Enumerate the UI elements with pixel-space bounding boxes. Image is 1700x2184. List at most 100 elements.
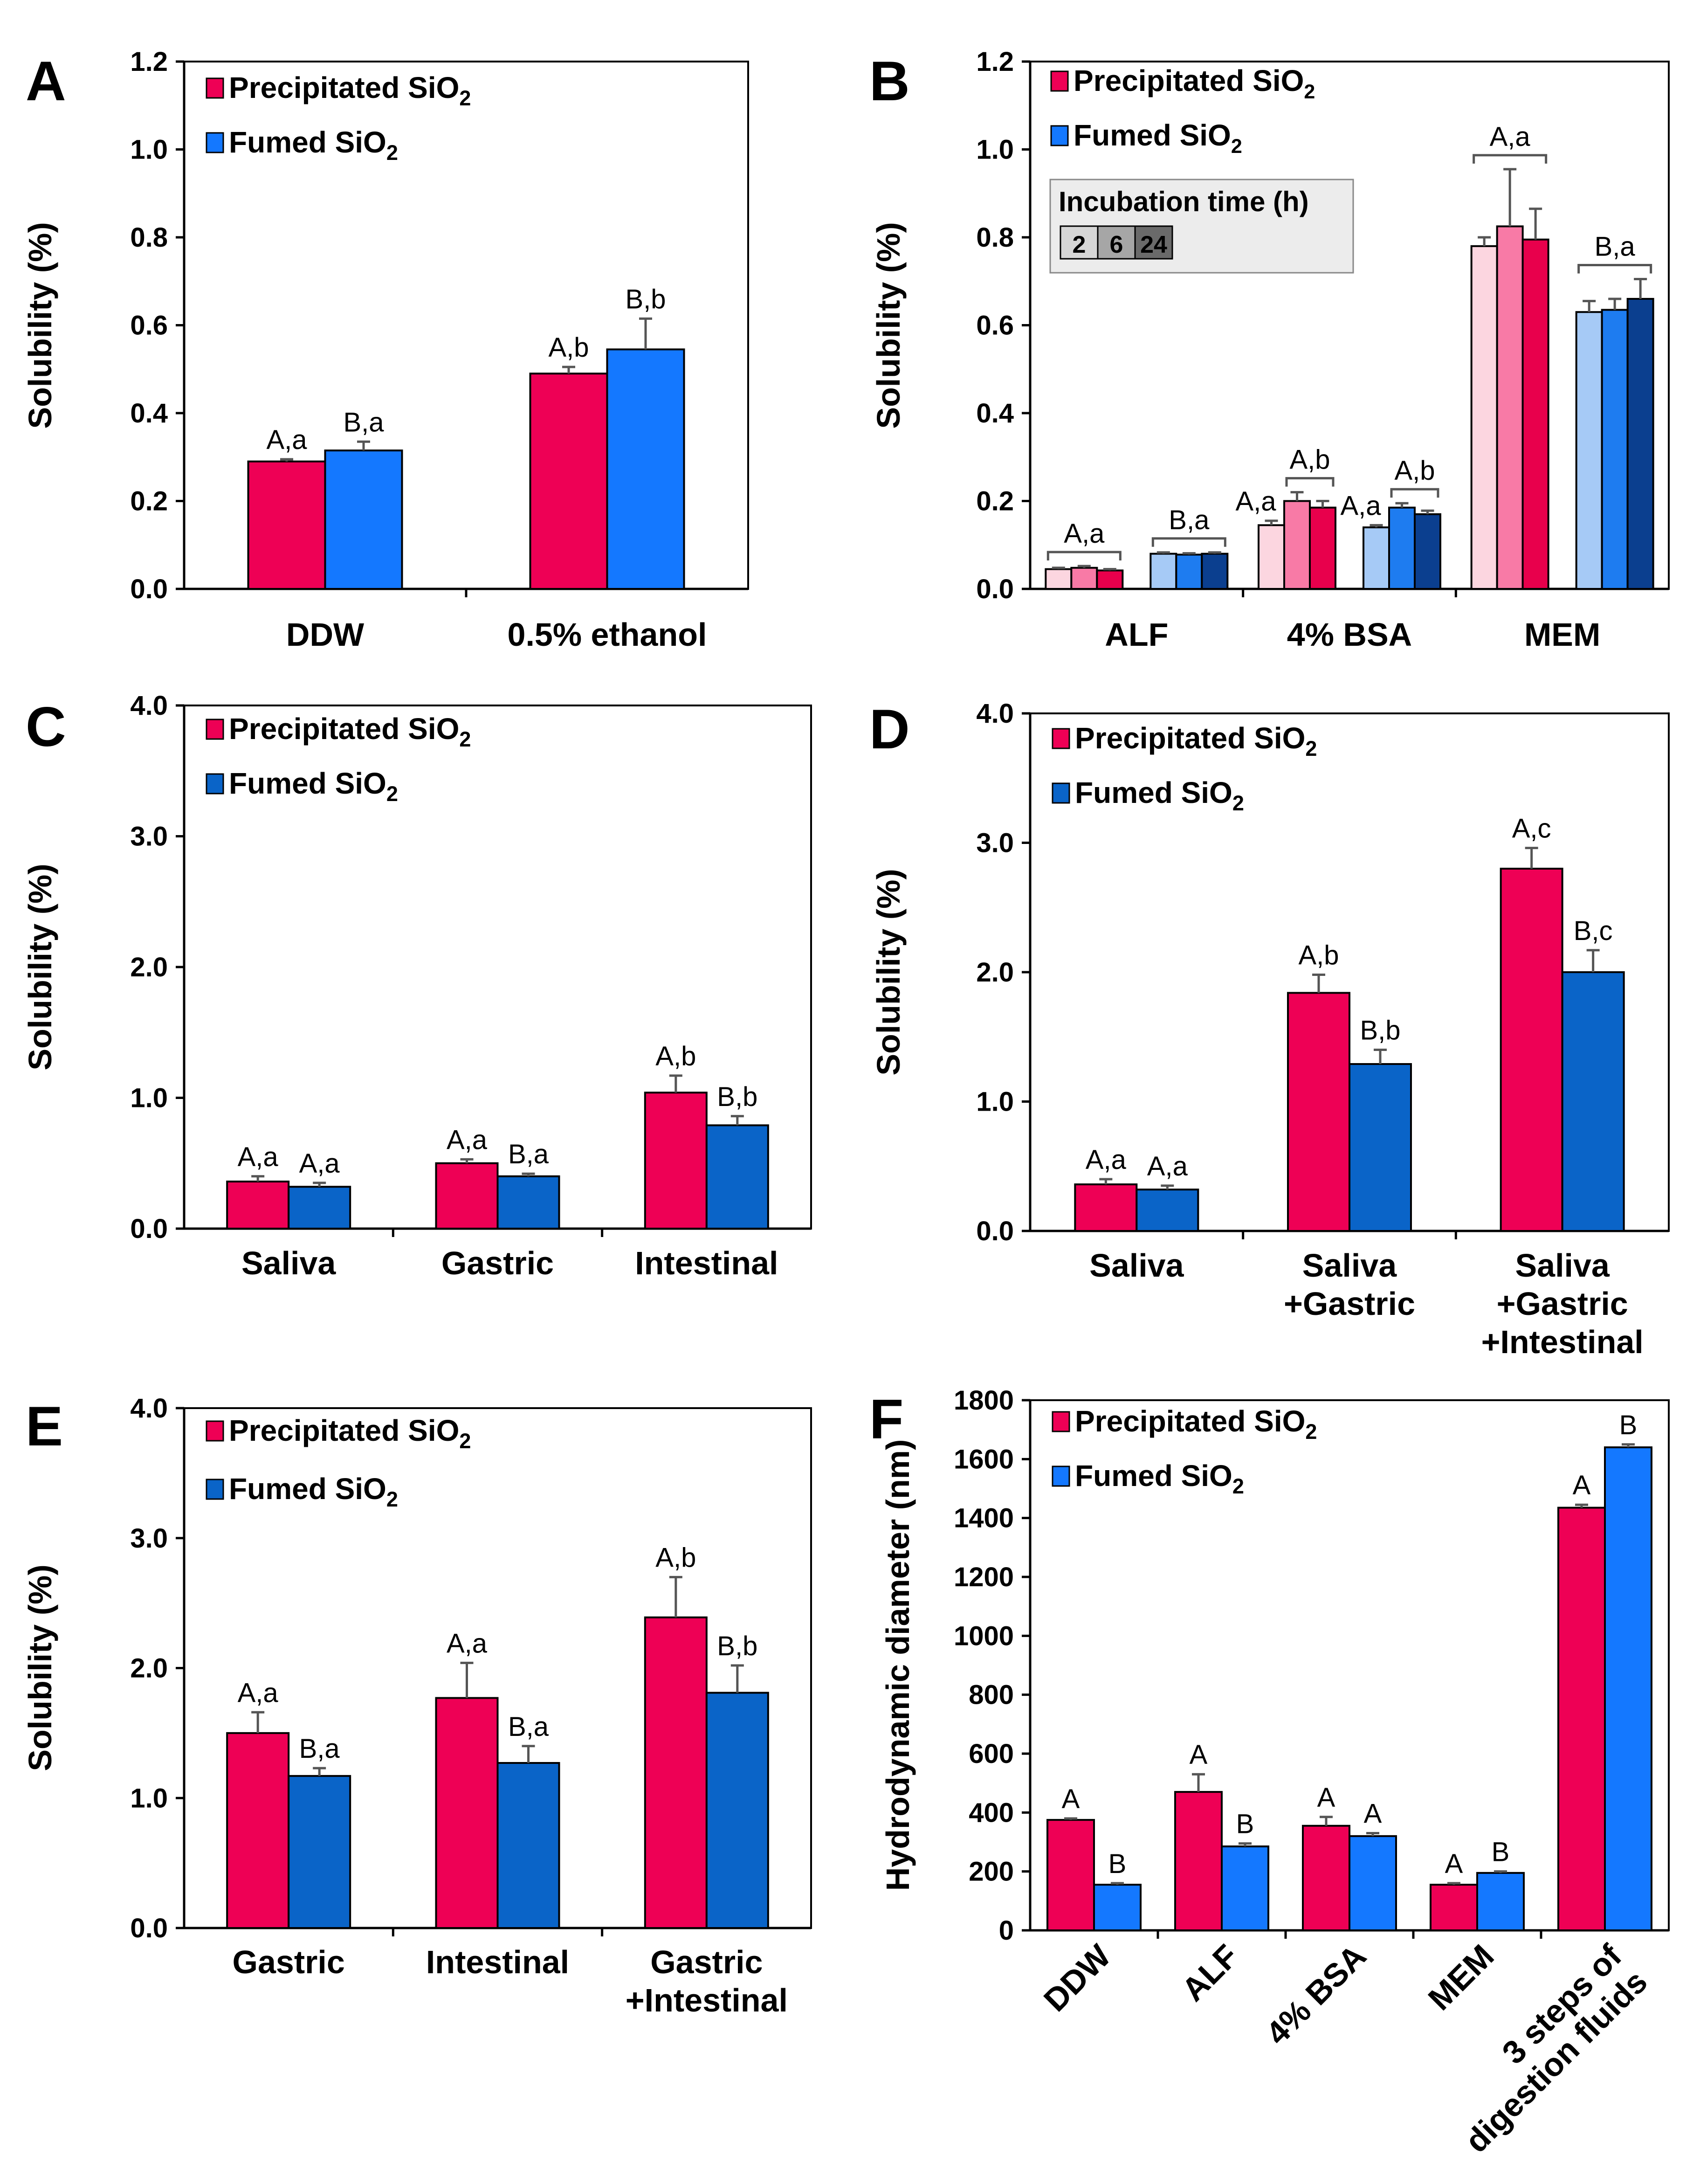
legend-label: Fumed SiO2 [1075, 776, 1244, 815]
bar-fumed-0 [324, 449, 403, 590]
legend-label: Precipitated SiO2 [229, 71, 471, 110]
panel-e: 0.0 1.0 2.0 3.0 4.0 Solubility (%) E A,a B,a Gast… [22, 1393, 812, 2018]
y-tick-label: 400 [969, 1797, 1014, 1828]
significance-label: A,b [655, 1041, 696, 1071]
bar-precipitated-2 [644, 1092, 708, 1230]
inset-swatch [1134, 225, 1173, 260]
y-tick-label: 0.6 [130, 311, 168, 341]
legend-item-1: Fumed SiO2 [206, 1472, 398, 1511]
bar-fumed-0 [1093, 1884, 1142, 1931]
bar-fumed-3 [1476, 1872, 1525, 1931]
x-tick-label: Intestinal [426, 1944, 569, 1980]
legend-item-1: Fumed SiO2 [1050, 118, 1242, 158]
significance-label: A,a [1235, 486, 1276, 517]
bar-fumed-0 [1136, 1189, 1199, 1232]
significance-label: A,b [548, 332, 589, 363]
significance-label: A,a [266, 425, 307, 455]
y-tick-label: 3.0 [130, 1523, 168, 1554]
significance-label: A,a [238, 1678, 279, 1708]
significance-bracket [1577, 264, 1652, 274]
x-tick-label: Gastric [441, 1245, 554, 1281]
y-tick-label: 4.0 [130, 691, 168, 721]
y-tick-label: 2.0 [130, 1653, 168, 1684]
significance-label: A [1573, 1470, 1591, 1500]
y-tick-label: 1.0 [130, 1783, 168, 1813]
significance-label: B,a [343, 407, 384, 437]
bar-fumed-1 [606, 348, 685, 590]
y-axis-title: Solubility (%) [22, 864, 58, 1070]
y-tick-label: 1000 [954, 1621, 1014, 1651]
bar-precipitated-0-2 [1096, 569, 1124, 590]
significance-label: A,b [1394, 456, 1435, 486]
bar-precipitated-0 [1074, 1183, 1138, 1232]
y-tick-label: 0.4 [130, 398, 168, 429]
y-tick-label: 3.0 [976, 828, 1014, 858]
bar-precipitated-1 [435, 1697, 499, 1929]
significance-label: A,a [1086, 1145, 1127, 1175]
panel-d: 0.0 1.0 2.0 3.0 4.0 Solubility (%) D A,a A,a Sali… [869, 698, 1670, 1360]
legend-item-0: Precipitated SiO2 [1052, 1404, 1317, 1444]
bar-precipitated-4 [1557, 1507, 1606, 1931]
bar-fumed-2 [705, 1692, 769, 1929]
panel-letter: A [26, 50, 66, 112]
significance-label: B [1619, 1410, 1638, 1440]
y-tick-label: 1.2 [130, 47, 168, 77]
legend-swatch [206, 773, 224, 795]
legend-swatch [1052, 1411, 1070, 1432]
bar-precipitated-4-2 [1521, 238, 1549, 590]
legend-swatch [206, 1420, 224, 1442]
y-axis-title: Solubility (%) [22, 222, 58, 429]
significance-label: A,a [447, 1125, 488, 1155]
legend-swatch [1050, 125, 1069, 146]
legend-swatch [1052, 1465, 1070, 1487]
x-tick-label: MEM [1421, 1937, 1501, 2017]
panel-a: 0.0 0.2 0.4 0.6 0.8 1.0 1.2 Solubility (%) A A,a B… [22, 47, 749, 653]
inset-title: Incubation time (h) [1059, 186, 1309, 217]
legend-label: Fumed SiO2 [1074, 118, 1242, 158]
bar-fumed-1-1 [1175, 553, 1203, 590]
legend-label: Precipitated SiO2 [229, 1414, 471, 1453]
bar-precipitated-3 [1430, 1884, 1478, 1931]
significance-bracket [1390, 488, 1439, 498]
y-tick-label: 0.0 [130, 574, 168, 604]
x-tick-label: Gastric +Intestinal [626, 1944, 788, 2018]
significance-label: A,a [1147, 1151, 1188, 1182]
significance-label: B,b [717, 1082, 757, 1112]
bar-fumed-1-2 [1201, 553, 1229, 590]
bar-precipitated-1 [1174, 1791, 1223, 1932]
significance-label: B [1236, 1809, 1254, 1839]
significance-label: A,a [238, 1142, 279, 1172]
significance-label: A [1317, 1783, 1335, 1813]
bar-precipitated-2-0 [1258, 524, 1285, 590]
y-tick-label: 1.0 [976, 1087, 1014, 1117]
y-tick-label: 1600 [954, 1444, 1014, 1474]
y-tick-label: 0.0 [976, 1216, 1014, 1246]
legend-swatch [1052, 782, 1070, 804]
bar-fumed-0 [288, 1775, 351, 1929]
legend-item-0: Precipitated SiO2 [206, 1414, 471, 1453]
y-axis-title: Solubility (%) [22, 1564, 58, 1771]
x-tick-label: 4% BSA [1259, 1937, 1373, 2052]
legend-label: Precipitated SiO2 [229, 712, 471, 751]
legend-label: Precipitated SiO2 [1074, 64, 1315, 103]
y-tick-label: 0.8 [130, 222, 168, 253]
panel-b: 0.0 0.2 0.4 0.6 0.8 1.0 1.2 Solubility (%) B ALF 4… [869, 47, 1670, 653]
bar-precipitated-0 [226, 1181, 290, 1230]
legend-label: Fumed SiO2 [229, 767, 398, 806]
significance-label: A [1062, 1784, 1080, 1814]
legend-label: Fumed SiO2 [229, 1472, 398, 1511]
legend-label: Precipitated SiO2 [1075, 1404, 1317, 1444]
significance-label: B,a [299, 1734, 340, 1764]
bar-fumed-1 [1221, 1845, 1269, 1932]
bar-precipitated-2-1 [1283, 500, 1311, 590]
bar-precipitated-2-2 [1309, 506, 1336, 590]
bar-precipitated-0-1 [1070, 567, 1098, 590]
significance-bracket [1285, 477, 1335, 487]
panel-c: 0.0 1.0 2.0 3.0 4.0 Solubility (%) C A,a A,a Sali… [22, 691, 812, 1281]
bar-fumed-5-0 [1575, 311, 1603, 590]
y-tick-label: 0.0 [976, 574, 1014, 604]
x-tick-label: DDW [1037, 1937, 1117, 2018]
bar-fumed-5-1 [1601, 309, 1629, 590]
bar-precipitated-2 [1500, 868, 1563, 1232]
